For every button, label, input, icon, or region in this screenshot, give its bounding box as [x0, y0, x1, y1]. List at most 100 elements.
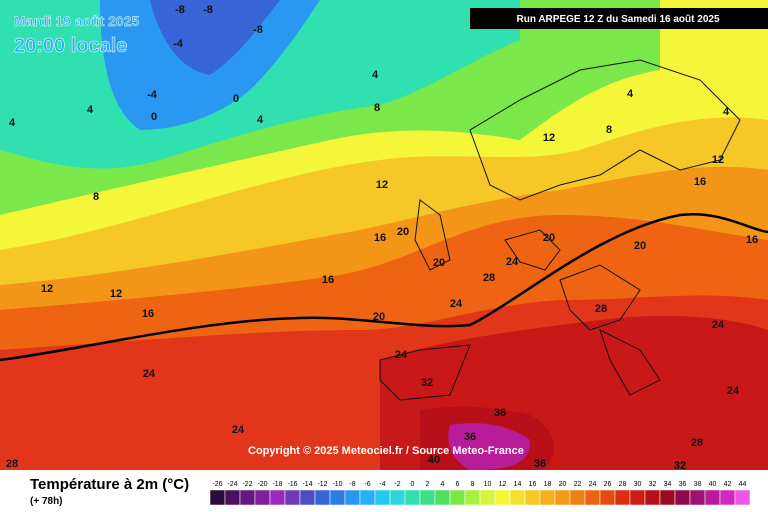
scale-tick: -22 [242, 481, 252, 488]
contour-label: -4 [173, 38, 184, 50]
copyright: Copyright © 2025 Meteociel.fr / Source M… [248, 445, 524, 457]
contour-label: 4 [723, 106, 730, 118]
scale-swatch [539, 489, 556, 506]
contour-label: 4 [9, 117, 16, 129]
scale-swatch [374, 489, 391, 506]
contour-label: 24 [395, 349, 408, 361]
scale-tick: 12 [499, 481, 507, 488]
scale-swatch [734, 489, 751, 506]
scale-swatch [524, 489, 541, 506]
scale-tick: 36 [679, 481, 687, 488]
scale-tick: -10 [332, 481, 342, 488]
contour-label: 24 [506, 256, 519, 268]
scale-tick: 24 [589, 481, 597, 488]
contour-label: 24 [712, 319, 725, 331]
scale-tick: 6 [456, 481, 460, 488]
map: -8 -8 -8 -4 -4 0 0 4 4 8 4 4 8 12 12 12 16 16 16 20 20 20 20 20… [0, 0, 768, 472]
contour-label: 16 [374, 232, 386, 244]
scale-swatch [299, 489, 316, 506]
scale-tick: 14 [514, 481, 522, 488]
run-info: Run ARPEGE 12 Z du Samedi 16 août 2025 [516, 14, 719, 25]
scale-swatch [674, 489, 691, 506]
scale-tick: -4 [379, 481, 385, 488]
scale-tick: -8 [349, 481, 355, 488]
contour-label: 28 [6, 458, 18, 470]
scale-swatch [449, 489, 466, 506]
contour-label: 32 [674, 460, 686, 472]
scale-tick: 32 [649, 481, 657, 488]
legend-title: Température à 2m (°C) [30, 476, 189, 493]
scale-swatch [329, 489, 346, 506]
contour-label: 20 [634, 240, 646, 252]
scale-tick: -16 [287, 481, 297, 488]
scale-tick: -2 [394, 481, 400, 488]
scale-tick: 42 [724, 481, 732, 488]
contour-label: 4 [372, 69, 379, 81]
scale-tick: 18 [544, 481, 552, 488]
scale-swatch [419, 489, 436, 506]
contour-label: -4 [147, 89, 158, 101]
contour-label: 4 [627, 88, 634, 100]
contour-label: 24 [232, 424, 245, 436]
scale-tick: 44 [739, 481, 747, 488]
forecast-time: 20:00 locale [14, 35, 127, 57]
scale-swatch [254, 489, 271, 506]
scale-swatch [269, 489, 286, 506]
scale-swatch [569, 489, 586, 506]
scale-swatch [509, 489, 526, 506]
contour-label: 28 [483, 272, 495, 284]
contour-label: 16 [746, 234, 758, 246]
scale-tick: -26 [212, 481, 222, 488]
scale-tick: 0 [411, 481, 415, 488]
contour-label: 0 [233, 93, 239, 105]
lead-time: (+ 78h) [30, 496, 63, 507]
contour-label: 8 [606, 124, 612, 136]
contour-label: 20 [397, 226, 409, 238]
scale-swatch [239, 489, 256, 506]
scale-tick: 40 [709, 481, 717, 488]
contour-label: 24 [450, 298, 463, 310]
contour-label: 12 [110, 288, 122, 300]
contour-label: 20 [433, 257, 445, 269]
scale-swatch [464, 489, 481, 506]
contour-label: 8 [374, 102, 380, 114]
scale-swatch [434, 489, 451, 506]
scale-swatch [704, 489, 721, 506]
scale-swatch [389, 489, 406, 506]
contour-label: 24 [143, 368, 156, 380]
contour-label: 12 [543, 132, 555, 144]
scale-swatch [554, 489, 571, 506]
contour-label: 36 [494, 407, 506, 419]
scale-swatch [344, 489, 361, 506]
contour-label: 36 [534, 458, 546, 470]
run-box [470, 8, 768, 29]
scale-tick: -20 [257, 481, 267, 488]
scale-tick: -12 [317, 481, 327, 488]
contour-label: 20 [373, 311, 385, 323]
scale-swatch [479, 489, 496, 506]
contour-label: 12 [41, 283, 53, 295]
scale-tick: 28 [619, 481, 627, 488]
contour-label: 12 [712, 154, 724, 166]
scale-swatch [224, 489, 241, 506]
scale-tick: -18 [272, 481, 282, 488]
scale-tick: 8 [471, 481, 475, 488]
scale-swatch [284, 489, 301, 506]
contour-label: 16 [694, 176, 706, 188]
scale-swatch [209, 489, 226, 506]
scale-tick: 4 [441, 481, 445, 488]
scale-tick: 34 [664, 481, 672, 488]
scale-swatch [644, 489, 661, 506]
contour-label: 16 [322, 274, 334, 286]
scale-tick: 16 [529, 481, 537, 488]
color-scale: -26 -24 -22 -20 -18 -16 -14 -12 -10 -8 -6 -4 -2 0 2 4 6 8… [209, 481, 751, 506]
scale-swatch [689, 489, 706, 506]
scale-tick: 2 [426, 481, 430, 488]
scale-tick: -6 [364, 481, 370, 488]
scale-swatch [719, 489, 736, 506]
contour-label: 28 [691, 437, 703, 449]
scale-swatch [584, 489, 601, 506]
scale-tick: 22 [574, 481, 582, 488]
scale-swatch [599, 489, 616, 506]
